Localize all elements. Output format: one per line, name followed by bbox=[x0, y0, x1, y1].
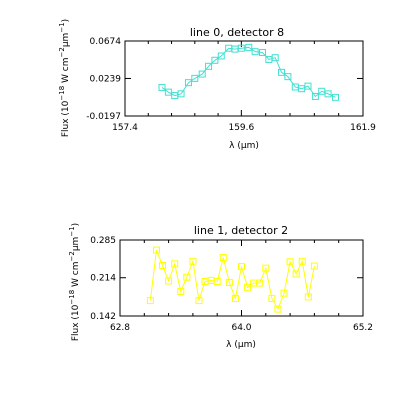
data-point-marker bbox=[159, 262, 167, 270]
data-point-marker bbox=[213, 277, 221, 285]
data-point-marker bbox=[304, 82, 312, 90]
data-point-marker bbox=[195, 297, 203, 305]
data-point-marker bbox=[189, 257, 197, 265]
y-tick-label: 0.0674 bbox=[90, 37, 122, 47]
x-tick-label: 62.8 bbox=[110, 323, 130, 333]
data-point-marker bbox=[191, 74, 199, 82]
data-point-marker bbox=[331, 93, 339, 101]
series-line bbox=[149, 249, 315, 311]
y-label-exponent: −18 bbox=[58, 86, 66, 101]
y-label-exponent: −18 bbox=[68, 290, 76, 305]
axis-ticks bbox=[119, 239, 364, 317]
y-label-part: ) bbox=[61, 19, 71, 23]
y-label-part: W cm bbox=[61, 58, 71, 86]
y-label-part: μm bbox=[71, 237, 81, 252]
data-point-marker bbox=[278, 68, 286, 76]
data-point-marker bbox=[152, 246, 160, 254]
y-label-part: μm bbox=[61, 33, 71, 48]
data-series bbox=[146, 246, 318, 313]
x-tick-label: 161.9 bbox=[350, 123, 376, 133]
x-tick-labels: 157.4 159.6 161.9 bbox=[112, 123, 376, 133]
axis-ticks bbox=[124, 40, 364, 117]
data-point-marker bbox=[198, 70, 206, 78]
data-point-marker bbox=[158, 83, 166, 91]
x-axis-label: λ (μm) bbox=[229, 141, 259, 151]
data-point-marker bbox=[231, 294, 239, 302]
x-tick-label: 65.2 bbox=[353, 323, 373, 333]
data-point-marker bbox=[184, 79, 192, 87]
y-tick-labels: -0.0197 0.0239 0.0674 bbox=[86, 37, 121, 122]
y-label-exponent: −2 bbox=[68, 251, 76, 261]
data-point-marker bbox=[256, 279, 264, 287]
data-point-marker bbox=[205, 62, 213, 70]
y-tick-labels: 0.142 0.214 0.285 bbox=[90, 236, 116, 322]
y-tick-label: 0.142 bbox=[90, 312, 116, 322]
data-point-marker bbox=[274, 305, 282, 313]
data-point-marker bbox=[268, 294, 276, 302]
y-label-part: Flux (10 bbox=[61, 100, 71, 137]
y-label-exponent: −2 bbox=[58, 47, 66, 57]
y-tick-label: 0.214 bbox=[90, 274, 116, 284]
x-tick-labels: 62.8 64.0 65.2 bbox=[110, 323, 373, 333]
series-line bbox=[161, 46, 336, 98]
y-label-part: W cm bbox=[71, 262, 81, 290]
y-axis-label: Flux (10−18 W cm−2μm−1) bbox=[68, 223, 81, 341]
chart-title: line 0, detector 8 bbox=[190, 26, 284, 39]
data-point-marker bbox=[217, 52, 225, 60]
data-point-marker bbox=[280, 289, 288, 297]
data-point-marker bbox=[183, 273, 191, 281]
data-point-marker bbox=[244, 283, 252, 291]
data-point-marker bbox=[219, 254, 227, 262]
data-point-marker bbox=[310, 262, 318, 270]
data-point-marker bbox=[237, 44, 245, 52]
x-tick-label: 157.4 bbox=[112, 123, 138, 133]
data-point-marker bbox=[245, 43, 253, 51]
y-label-part: Flux (10 bbox=[71, 304, 81, 341]
data-point-marker bbox=[298, 257, 306, 265]
data-point-marker bbox=[311, 92, 319, 100]
data-point-marker bbox=[177, 90, 185, 98]
data-point-marker bbox=[324, 90, 332, 98]
data-series bbox=[158, 43, 339, 101]
x-tick-label: 64.0 bbox=[231, 323, 251, 333]
chart-title: line 1, detector 2 bbox=[194, 224, 288, 237]
data-point-marker bbox=[171, 260, 179, 268]
data-point-marker bbox=[304, 293, 312, 301]
y-tick-label: 0.0239 bbox=[90, 74, 122, 84]
data-point-marker bbox=[225, 279, 233, 287]
data-point-marker bbox=[286, 258, 294, 266]
y-label-part: ) bbox=[71, 223, 81, 227]
chart-panel-line0-detector8: line 0, detector 8 157.4 159.6 161.9 -0.… bbox=[58, 19, 376, 151]
y-label-exponent: −1 bbox=[58, 22, 66, 32]
y-label-exponent: −1 bbox=[68, 226, 76, 236]
data-point-marker bbox=[177, 288, 185, 296]
data-point-marker bbox=[146, 297, 154, 305]
y-axis-label: Flux (10−18 W cm−2μm−1) bbox=[58, 19, 71, 137]
chart-panel-line1-detector2: line 1, detector 2 62.8 64.0 65.2 0.142 … bbox=[68, 223, 373, 350]
data-point-marker bbox=[211, 56, 219, 64]
data-point-marker bbox=[259, 49, 267, 57]
y-tick-label: -0.0197 bbox=[86, 112, 121, 122]
data-point-marker bbox=[238, 263, 245, 271]
y-tick-label: 0.285 bbox=[90, 236, 116, 246]
data-point-marker bbox=[271, 54, 279, 62]
data-point-marker bbox=[262, 264, 270, 272]
x-axis-label: λ (μm) bbox=[226, 340, 256, 350]
data-point-marker bbox=[284, 73, 292, 81]
data-point-marker bbox=[165, 277, 173, 285]
data-point-marker bbox=[292, 270, 300, 278]
data-point-marker bbox=[251, 48, 259, 56]
x-tick-label: 159.6 bbox=[228, 123, 254, 133]
